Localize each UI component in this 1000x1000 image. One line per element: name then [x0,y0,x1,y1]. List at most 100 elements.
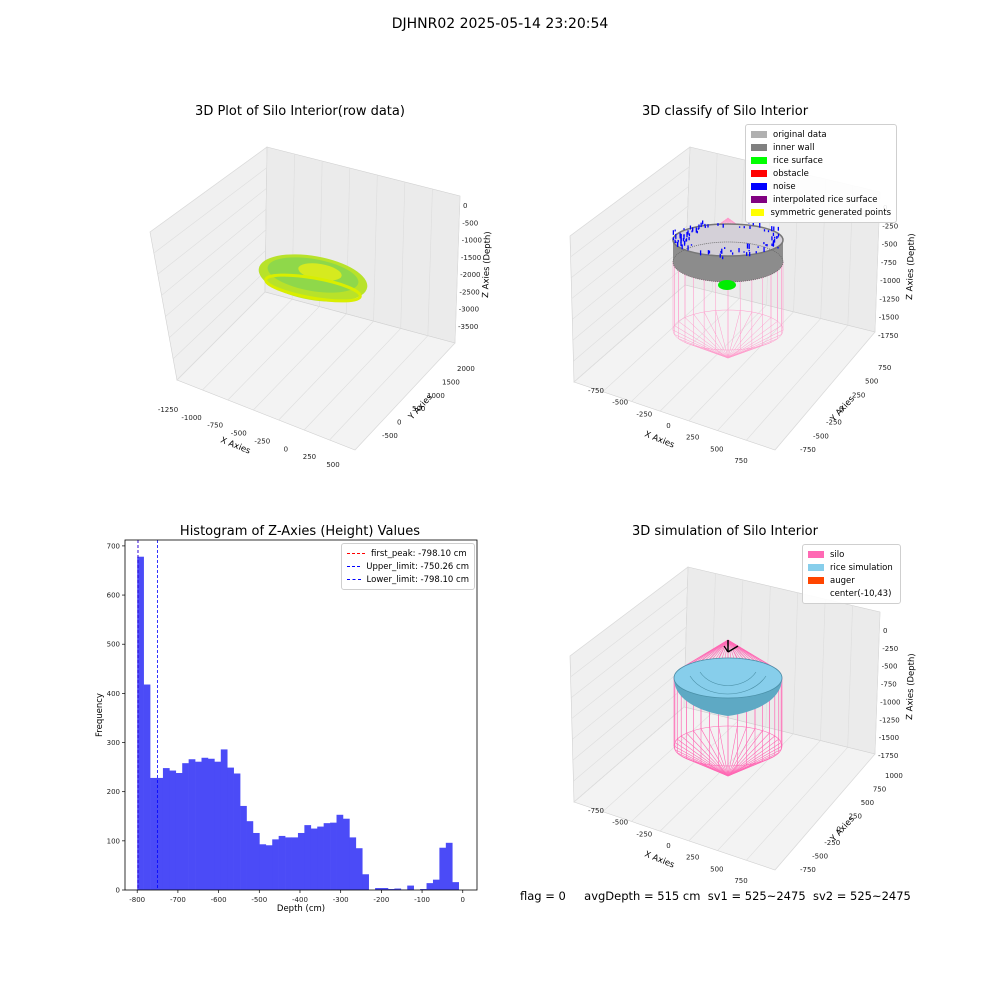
plot1-z-tick: 0 [463,202,467,210]
plot4-x-tick: 750 [734,877,747,885]
plot4-auger [723,640,739,653]
plot4-y-tick: -750 [800,866,816,874]
histogram-xtick-label: -300 [333,896,349,904]
histogram-ylabel: Frequency [95,693,105,737]
noise-point [672,237,675,241]
noise-point [771,243,773,247]
plot2-y-tick: -250 [826,419,842,427]
noise-point [686,232,688,238]
histogram-xtick-label: -500 [251,896,267,904]
plot2-z-tick: -1500 [879,314,899,322]
noise-point [688,236,690,241]
histogram-legend: first_peak: -798.10 cm Upper_limit: -750.… [341,543,475,590]
plot4-z-tick: -1750 [878,752,898,760]
histogram-yticks: 0 100 200 300 400 500 600 700 [107,542,125,895]
noise-point [675,241,677,244]
histogram-bar [330,822,337,890]
histogram-bar [150,777,157,890]
plot1-z-tick: -500 [462,219,478,227]
noise-point [777,236,779,238]
plot2-x-tick: 250 [686,434,699,442]
plot4-z-tick: 0 [883,627,887,635]
legend-swatch [751,157,767,164]
plot2-y-tick: 0 [839,405,843,413]
noise-point [708,250,711,254]
plot1-y-tick: 0 [397,419,401,427]
noise-point [743,251,745,253]
histogram-frame [124,539,478,891]
histogram-bar [240,805,247,890]
noise-point [773,226,775,231]
histogram-bar [265,845,273,890]
legend-swatch [751,144,767,151]
plot4-legend: silo rice simulation auger center(-10,43) [802,544,901,604]
histogram-xtick-label: -800 [129,896,145,904]
plot2-y-tick: -750 [800,446,816,454]
noise-point [777,233,780,237]
noise-point [683,234,685,240]
histogram-bar [387,889,395,890]
noise-point [772,241,774,247]
histogram-bar [220,749,228,890]
noise-point [743,226,745,229]
legend-label: noise [773,181,796,192]
plot4-y-tick: 750 [873,785,886,793]
legend-entry: Lower_limit: -798.10 cm [347,573,469,586]
histogram-bar [420,889,427,890]
noise-point [707,224,709,228]
noise-point [675,233,677,239]
plot1-point-cloud [258,254,368,303]
legend-label: first_peak: -798.10 cm [371,548,467,559]
plot4-z-tick: -1000 [880,698,900,706]
plot2-legend: original data inner wall rice surface obsta… [745,124,897,223]
plot1-x-tick: -750 [207,422,223,430]
histogram-bar [304,825,312,890]
histogram-xtick-label: 0 [461,896,465,904]
noise-point [763,229,766,232]
histogram-bar [375,888,382,890]
plot1-x-tick: -250 [254,437,270,445]
plot2-panes [569,146,881,451]
plot1-z-tick: -3000 [459,306,479,314]
plot1-zlabel: Z Axies (Depth) [481,231,493,298]
noise-point [771,226,773,232]
plot4-x-tick: -250 [636,830,652,838]
plot4-z-tick: -1500 [879,734,899,742]
noise-point [777,246,779,249]
histogram-bar [439,847,447,890]
plot2-x-tick: -500 [612,399,628,407]
noise-point [748,243,750,249]
legend-entry: noise [751,180,891,193]
noise-point [738,226,741,228]
noise-point [677,239,679,243]
legend-label: Lower_limit: -798.10 cm [366,574,469,585]
histogram-ytick-label: 200 [107,788,120,796]
plot4-z-tick: -1250 [879,716,899,724]
histogram-bar [362,874,369,890]
histogram-bar [259,844,267,890]
noise-point [771,236,773,241]
plot1-x-tick: -1000 [181,414,201,422]
legend-label: original data [773,129,827,140]
noise-point [773,238,776,243]
histogram-bar [182,763,189,890]
histogram-bar [317,826,324,890]
plot4-x-tick: 0 [666,842,670,850]
figure-title: DJHNR02 2025-05-14 23:20:54 [391,16,609,32]
plot2-z-tick: -1250 [879,295,899,303]
plot4-x-tick: -500 [612,819,628,827]
noise-point [749,252,751,257]
histogram-bars [137,556,459,890]
noise-point [772,232,775,237]
noise-point [746,243,749,249]
histogram-xtick-label: -400 [292,896,308,904]
plot4-z-tick: -750 [881,681,897,689]
noise-point [719,253,721,258]
legend-swatch [808,590,824,597]
noise-point [700,222,702,228]
sv2-text: sv2 = 525~2475 [812,889,911,903]
histogram-ytick-label: 500 [107,641,120,649]
noise-point [766,244,768,247]
histogram-vlines [137,540,158,890]
